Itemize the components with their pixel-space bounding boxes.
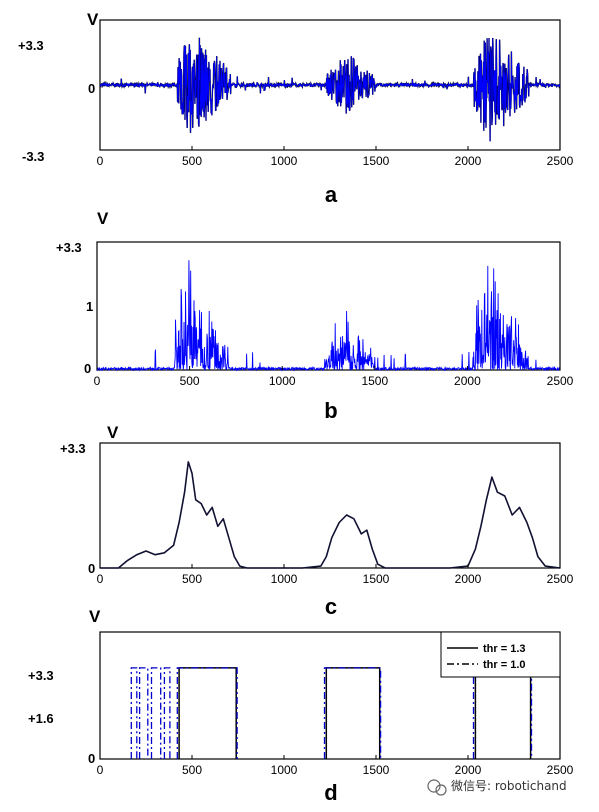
panel-a-raw-signal bbox=[99, 37, 561, 142]
panel-c-ytick-bottom: 0 bbox=[88, 561, 95, 576]
legend-entry-thr-1-3: thr = 1.3 bbox=[483, 643, 526, 655]
pulse-thr-1-0 bbox=[472, 667, 533, 759]
panel-d-y-unit: V bbox=[89, 607, 101, 626]
pulse-thr-1-0 bbox=[138, 667, 149, 759]
panel-b-ytick-bottom: 0 bbox=[84, 361, 91, 376]
panel-b-ytick-top: +3.3 bbox=[56, 240, 82, 255]
panel-c-envelope bbox=[100, 461, 561, 569]
x-tick-label: 2000 bbox=[454, 374, 481, 388]
panel-d: V +3.3 +1.6 0 0 500 1000 1500 2000 2500 thr =… bbox=[28, 607, 574, 805]
x-tick-label: 1000 bbox=[271, 763, 298, 777]
x-tick-label: 1000 bbox=[271, 154, 298, 168]
x-tick-label: 500 bbox=[182, 154, 202, 168]
panel-a-signal-traces bbox=[99, 37, 561, 142]
pulse-thr-1-0 bbox=[163, 667, 171, 759]
panel-d-label: d bbox=[324, 780, 337, 805]
x-tick-label: 500 bbox=[182, 572, 202, 586]
pulse-thr-1-0 bbox=[150, 667, 162, 759]
watermark-text: 微信号: robotichand bbox=[451, 779, 567, 793]
panel-b-plot-frame bbox=[96, 241, 561, 371]
x-tick-label: 0 bbox=[97, 763, 104, 777]
panel-a: V +3.3 0 -3.3 0 500 1000 1500 2000 2500 a bbox=[18, 10, 574, 207]
x-tick-label: 0 bbox=[94, 374, 101, 388]
x-tick-label: 0 bbox=[97, 572, 104, 586]
x-tick-label: 2500 bbox=[547, 572, 574, 586]
panel-c-x-axis: 0 500 1000 1500 2000 2500 bbox=[97, 564, 574, 586]
pulse-thr-1-0 bbox=[323, 667, 382, 759]
legend-entry-thr-1-0: thr = 1.0 bbox=[483, 659, 526, 671]
panel-d-ytick-mid: +1.6 bbox=[28, 711, 54, 726]
panel-b-ytick-mid: 1 bbox=[86, 299, 93, 314]
panel-c-y-unit: V bbox=[107, 423, 119, 442]
panel-d-ytick-bottom: 0 bbox=[88, 751, 95, 766]
panel-d-onset-traces bbox=[130, 667, 533, 759]
panel-c: V +3.3 0 0 500 1000 1500 2000 2500 c bbox=[60, 423, 574, 619]
panel-a-ytick-top: +3.3 bbox=[18, 38, 44, 53]
panel-a-ytick-mid: 0 bbox=[88, 81, 95, 96]
x-tick-label: 1500 bbox=[361, 374, 388, 388]
legend-box bbox=[440, 631, 561, 678]
pulse-thr-1-0 bbox=[130, 667, 138, 759]
x-tick-label: 2000 bbox=[455, 572, 482, 586]
x-tick-label: 1000 bbox=[269, 374, 296, 388]
panel-a-y-unit: V bbox=[87, 10, 99, 29]
pulse-thr-1-3 bbox=[474, 667, 532, 759]
panel-a-label: a bbox=[325, 182, 338, 207]
panel-b-label: b bbox=[324, 398, 337, 423]
panel-d-plot-frame bbox=[99, 631, 561, 760]
x-tick-label: 500 bbox=[180, 374, 200, 388]
panel-d-ytick-top: +3.3 bbox=[28, 668, 54, 683]
panel-d-legend: thr = 1.3 thr = 1.0 bbox=[440, 631, 561, 678]
pulse-thr-1-0 bbox=[176, 667, 238, 759]
x-tick-label: 2000 bbox=[455, 154, 482, 168]
panel-b-rectified-signal bbox=[96, 260, 561, 372]
x-tick-label: 1500 bbox=[363, 763, 390, 777]
x-tick-label: 0 bbox=[97, 154, 104, 168]
panel-c-envelope-line bbox=[100, 461, 561, 569]
panel-a-x-axis: 0 500 1000 1500 2000 2500 bbox=[97, 146, 574, 168]
panel-b-x-axis: 0 500 1000 1500 2000 2500 bbox=[94, 366, 574, 388]
pulse-thr-1-3 bbox=[325, 667, 381, 759]
panel-c-ytick-top: +3.3 bbox=[60, 441, 86, 456]
x-tick-label: 500 bbox=[182, 763, 202, 777]
panel-b-y-unit: V bbox=[97, 209, 109, 228]
x-tick-label: 2000 bbox=[455, 763, 482, 777]
x-tick-label: 1000 bbox=[271, 572, 298, 586]
watermark: 微信号: robotichand bbox=[427, 779, 567, 796]
pulse-thr-1-3 bbox=[178, 667, 237, 759]
panel-b-signal-traces bbox=[96, 260, 561, 372]
x-tick-label: 2500 bbox=[547, 374, 574, 388]
panel-b: V +3.3 1 0 0 500 1000 1500 2000 2500 b bbox=[56, 209, 574, 423]
panel-d-x-axis: 0 500 1000 1500 2000 2500 bbox=[97, 755, 574, 777]
x-tick-label: 2500 bbox=[547, 763, 574, 777]
panel-c-plot-frame bbox=[99, 442, 561, 569]
x-tick-label: 1500 bbox=[363, 572, 390, 586]
panel-c-label: c bbox=[325, 594, 337, 619]
wechat-icon bbox=[427, 779, 447, 796]
panel-a-ytick-bottom: -3.3 bbox=[22, 149, 44, 164]
x-tick-label: 2500 bbox=[547, 154, 574, 168]
x-tick-label: 1500 bbox=[363, 154, 390, 168]
